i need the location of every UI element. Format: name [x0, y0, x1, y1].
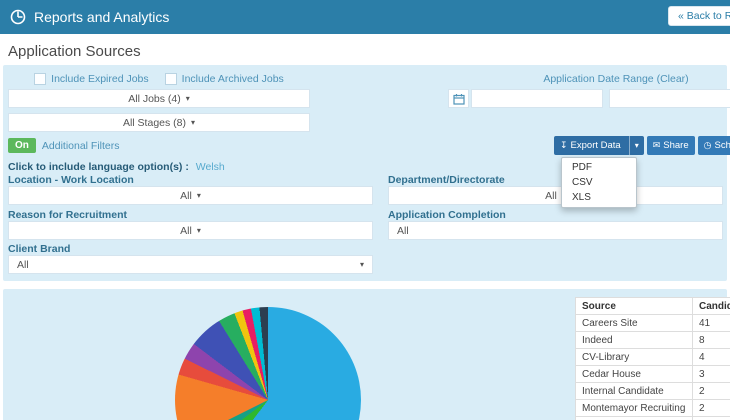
department-value: All [545, 189, 557, 202]
on-toggle[interactable]: On [8, 138, 36, 153]
candidates-cell: 3 [692, 365, 730, 383]
reason-value: All [180, 224, 192, 237]
jobs-dropdown[interactable]: All Jobs (4) ▾ [8, 89, 310, 108]
stages-dropdown-value: All Stages (8) [122, 116, 186, 129]
candidates-cell: 41 [692, 314, 730, 332]
candidates-cell: 2 [692, 382, 730, 400]
reason-dropdown[interactable]: All ▾ [8, 221, 373, 240]
sources-table: Source Candidates Careers Site41Indeed8C… [575, 297, 730, 420]
chevron-down-icon: ▾ [359, 260, 364, 269]
source-cell: Montemayor Recruiting [575, 399, 693, 417]
app-title: Reports and Analytics [34, 9, 170, 25]
table-body: Careers Site 41 Indeed 8 CV-Library 4 Cedar Ho… [575, 314, 730, 420]
client-brand-value: All [17, 258, 29, 271]
candidates-cell: 2 [692, 399, 730, 417]
source-cell: Careers Site [575, 314, 693, 332]
report-toolbar: ↧ Export Data ▾ ✉ Share ◷ Schedule ▶ Run [554, 136, 730, 155]
completion-select[interactable]: All [388, 221, 723, 240]
export-data-label: Export Data [570, 140, 621, 151]
export-caret-toggle[interactable]: ▾ [628, 136, 644, 155]
envelope-icon: ✉ [652, 140, 661, 150]
table-row: Montemayor Recruiting 2 [575, 399, 730, 417]
caret-down-icon: ▾ [196, 191, 201, 200]
stages-dropdown[interactable]: All Stages (8) ▾ [8, 113, 310, 132]
checkbox-icon[interactable] [164, 73, 177, 85]
field-label-client-brand: Client Brand [8, 243, 71, 255]
calendar-icon[interactable] [448, 89, 469, 108]
checkbox-row: Include Expired Jobs Include Archived Jo… [8, 73, 310, 85]
caret-down-icon: ▾ [185, 94, 190, 103]
export-menu-item-csv[interactable]: CSV [572, 177, 593, 188]
column-header-source: Source [575, 297, 693, 315]
language-option-welsh[interactable]: Welsh [195, 161, 225, 173]
include-expired-jobs-checkbox[interactable]: Include Expired Jobs [34, 73, 149, 85]
caret-down-icon: ▾ [191, 118, 196, 127]
download-icon: ↧ [560, 140, 568, 150]
table-row: Indeed 8 [575, 331, 730, 349]
date-range-text: Application Date Range [543, 73, 654, 85]
table-row: Cedar House 3 [575, 365, 730, 383]
table-row: CV-Library 4 [575, 348, 730, 366]
source-cell: Internal Candidate [575, 382, 693, 400]
page-title: Application Sources [8, 43, 141, 60]
schedule-label: Schedule [714, 140, 730, 151]
language-options-row: Click to include language option(s) : We… [8, 161, 225, 173]
include-expired-jobs-label: Include Expired Jobs [51, 73, 149, 85]
date-to-input[interactable] [609, 89, 730, 108]
department-dropdown[interactable]: All ▾ [388, 186, 723, 205]
export-dropdown-menu: PDF CSV XLS [561, 157, 637, 208]
column-header-candidates: Candidates [692, 297, 730, 315]
field-label-completion: Application Completion [388, 209, 506, 221]
source-cell: Cedar House [575, 365, 693, 383]
date-range-clear-link[interactable]: (Clear) [656, 73, 689, 85]
location-value: All [180, 189, 192, 202]
pie-chart [175, 307, 361, 420]
share-label: Share [663, 140, 689, 151]
table-header-row: Source Candidates [575, 297, 730, 315]
candidates-cell: 4 [692, 348, 730, 366]
export-data-button[interactable]: ↧ Export Data ▾ [554, 136, 644, 155]
caret-down-icon: ▾ [196, 226, 201, 235]
additional-filters-row: On Additional Filters [8, 138, 120, 153]
source-cell: Reed [575, 416, 693, 420]
export-menu-item-pdf[interactable]: PDF [572, 162, 592, 173]
field-label-location: Location - Work Location [8, 174, 134, 186]
location-dropdown[interactable]: All ▾ [8, 186, 373, 205]
table-row: Reed2 [575, 416, 730, 420]
clock-icon: ◷ [703, 140, 712, 150]
share-button[interactable]: ✉ Share [646, 136, 695, 155]
additional-filters-link[interactable]: Additional Filters [41, 139, 120, 152]
reports-icon [10, 9, 26, 25]
include-archived-jobs-checkbox[interactable]: Include Archived Jobs [164, 73, 284, 85]
field-label-department: Department/Directorate [388, 174, 505, 186]
back-to-reports-button[interactable]: « Back to Reports [668, 6, 730, 26]
application-date-range-label: Application Date Range (Clear) [503, 73, 729, 85]
export-menu-item-xls[interactable]: XLS [572, 192, 591, 203]
source-cell: Indeed [575, 331, 693, 349]
caret-down-icon: ▾ [634, 141, 639, 150]
checkbox-icon[interactable] [34, 73, 47, 85]
table-row: Careers Site 41 [575, 314, 730, 332]
candidates-cell: 2 [692, 416, 730, 420]
language-prompt: Click to include language option(s) : [8, 161, 189, 173]
completion-value: All [397, 224, 409, 237]
field-label-reason: Reason for Recruitment [8, 209, 128, 221]
include-archived-jobs-label: Include Archived Jobs [181, 73, 284, 85]
table-row: Internal Candidate 2 [575, 382, 730, 400]
candidates-cell: 8 [692, 331, 730, 349]
source-cell: CV-Library [575, 348, 693, 366]
filters-panel: Include Expired Jobs Include Archived Jo… [3, 65, 730, 281]
client-brand-select[interactable]: All ▾ [8, 255, 373, 274]
app-header: Reports and Analytics « Back to Reports [0, 0, 730, 34]
jobs-dropdown-value: All Jobs (4) [128, 92, 181, 105]
schedule-button[interactable]: ◷ Schedule [697, 136, 730, 155]
results-panel: Source Candidates Careers Site41Indeed8C… [3, 289, 730, 420]
date-from-input[interactable] [471, 89, 603, 108]
